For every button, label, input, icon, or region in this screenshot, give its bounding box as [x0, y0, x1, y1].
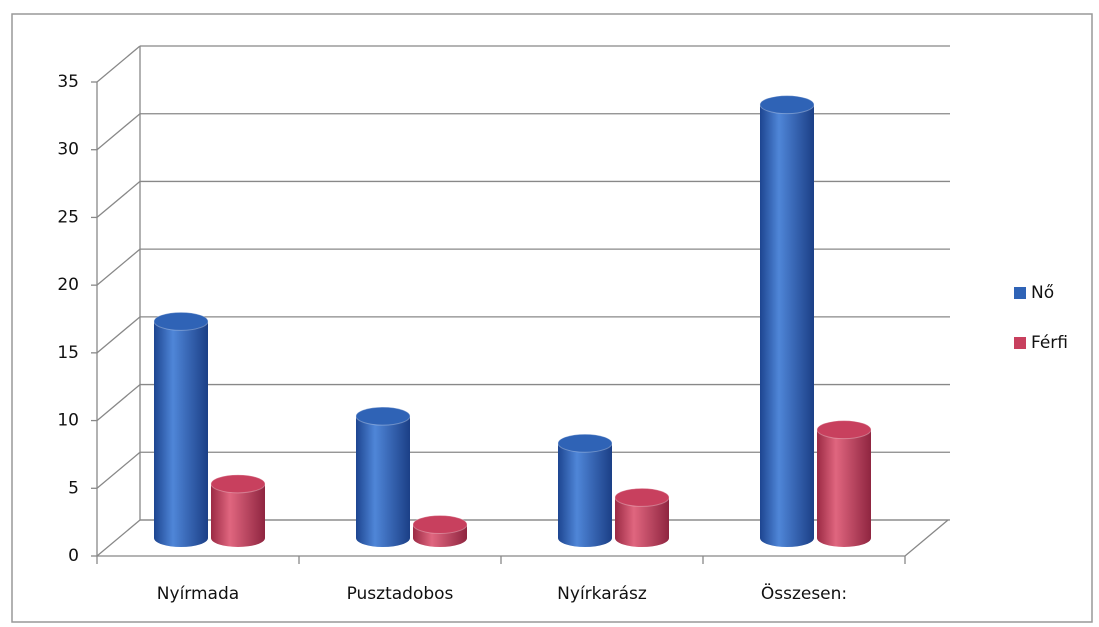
cylinder-part	[816, 420, 872, 440]
y-tick-label: 35	[57, 72, 79, 92]
y-tick-label: 20	[57, 275, 79, 295]
grid-line	[96, 45, 141, 83]
grid-line	[96, 519, 141, 557]
grid-line	[96, 316, 141, 354]
cylinder-part	[558, 443, 612, 547]
y-tick-label: 0	[68, 546, 79, 566]
grid-line	[96, 248, 141, 286]
cylinder-part	[412, 514, 468, 534]
grid-line	[96, 113, 141, 151]
x-tick-label: Nyírkarász	[557, 584, 647, 604]
bar	[557, 433, 613, 547]
grid-line	[96, 180, 141, 218]
legend-label: Nő	[1031, 283, 1054, 303]
y-tick-label: 25	[57, 207, 79, 227]
cylinder-part	[557, 433, 613, 453]
cylinder-part	[154, 321, 208, 547]
bar	[759, 95, 815, 547]
cylinder-part	[817, 429, 871, 547]
cylinder-part	[356, 416, 410, 547]
y-tick-label: 30	[57, 140, 79, 160]
cylinder-part	[355, 406, 411, 426]
y-tick-label: 15	[57, 343, 79, 363]
chart-frame	[11, 13, 1093, 623]
bar	[153, 311, 209, 547]
y-tick-label: 10	[57, 411, 79, 431]
x-tick-label: Összesen:	[761, 582, 847, 604]
grid-line	[96, 384, 141, 422]
bar	[816, 420, 872, 547]
y-tick-label: 5	[68, 478, 79, 498]
x-tick-label: Nyírmada	[157, 584, 239, 604]
cylinder-part	[759, 95, 815, 115]
cylinder-part	[210, 474, 266, 494]
legend-swatch	[1014, 337, 1026, 349]
cylinder-part	[760, 104, 814, 547]
cylinder-part	[614, 487, 670, 507]
bar	[614, 487, 670, 547]
legend-label: Férfi	[1031, 333, 1068, 353]
bar	[210, 474, 266, 547]
x-tick-label: Pusztadobos	[347, 584, 454, 604]
bar	[412, 514, 468, 547]
legend-swatch	[1014, 287, 1026, 299]
cylinder-part	[615, 497, 669, 547]
grid-line	[96, 451, 141, 489]
cylinder-part	[153, 311, 209, 331]
cylinder-part	[211, 483, 265, 547]
bar	[355, 406, 411, 547]
